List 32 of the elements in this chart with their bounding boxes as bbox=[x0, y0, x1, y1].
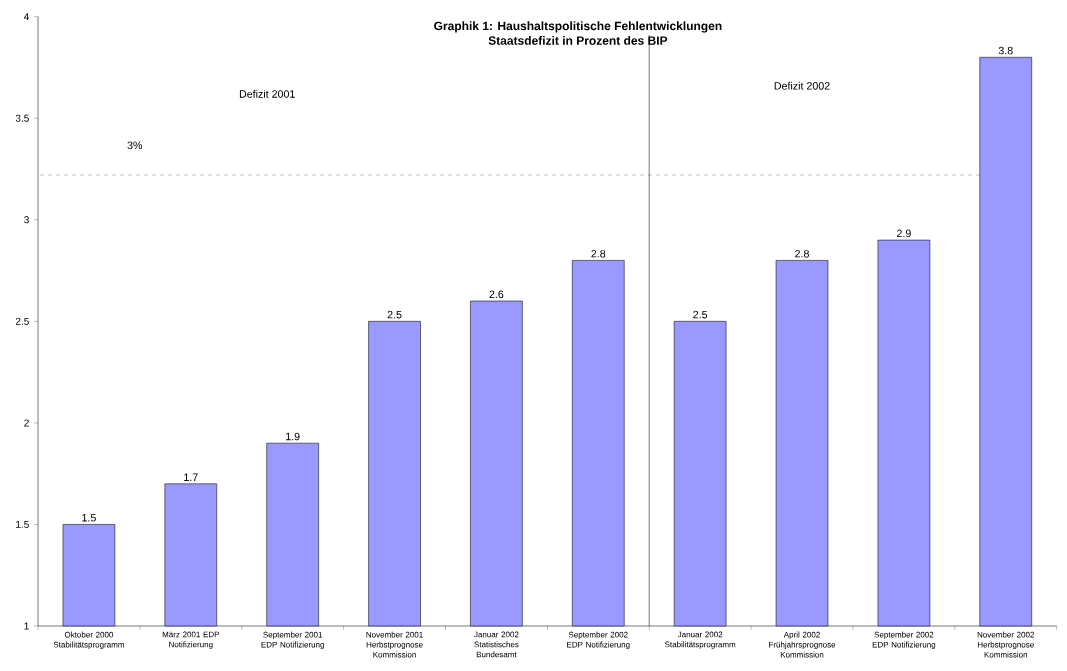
data-label: 2.8 bbox=[795, 249, 809, 258]
y-tick-label: 3 bbox=[24, 216, 29, 224]
text: Staatsdefizit in Prozent des BIP bbox=[488, 36, 668, 45]
x-tick-label: April 2002 Frühjahrsprognose Kommission bbox=[769, 631, 836, 658]
data-label: 2.5 bbox=[693, 310, 708, 319]
data-label: 2.9 bbox=[897, 229, 911, 238]
y-tick-label: 2 bbox=[24, 419, 29, 427]
data-label: 3.8 bbox=[998, 46, 1013, 55]
x-tick-label: Januar 2002 Statistisches Bundesamt bbox=[474, 631, 519, 658]
data-label: 2.6 bbox=[489, 290, 504, 299]
data-label: 2.5 bbox=[387, 310, 402, 319]
y-tick-label: 1 bbox=[24, 622, 29, 630]
data-label: 2.8 bbox=[591, 249, 606, 258]
x-tick-label: November 2002 Herbstprognose Kommission bbox=[977, 631, 1035, 658]
annotation: Defizit 2001 bbox=[239, 89, 295, 98]
x-tick-label: September 2002 EDP Notifizierung bbox=[567, 631, 630, 650]
y-tick-label: 1.5 bbox=[16, 520, 29, 528]
x-tick-label: September 2002 EDP Notifizierung bbox=[872, 631, 936, 650]
data-label: 1.5 bbox=[82, 514, 96, 522]
chart-title: Graphik 1: Haushaltspolitische Fehlentwicklungen bbox=[434, 21, 722, 33]
x-tick-label: März 2001 EDP Notifizierung bbox=[162, 631, 220, 649]
y-tick-label: 4 bbox=[23, 13, 29, 21]
annotation: Defizit 2002 bbox=[774, 81, 830, 90]
data-label: 1.7 bbox=[184, 473, 198, 481]
ref-line-label: 3% bbox=[127, 141, 143, 150]
x-tick-label: November 2001 Herbstprognose Kommission bbox=[366, 631, 423, 658]
y-tick-label: 3.5 bbox=[15, 114, 29, 122]
x-tick-label: Oktober 2000 Stabilitätsprogramm bbox=[53, 631, 124, 650]
data-label: 1.9 bbox=[286, 432, 300, 441]
x-tick-label: Januar 2002 Stabilitätsprogramm bbox=[664, 631, 736, 649]
y-tick-label: 2.5 bbox=[15, 317, 29, 325]
x-tick-label: September 2001 EDP Notifizierung bbox=[261, 631, 324, 650]
